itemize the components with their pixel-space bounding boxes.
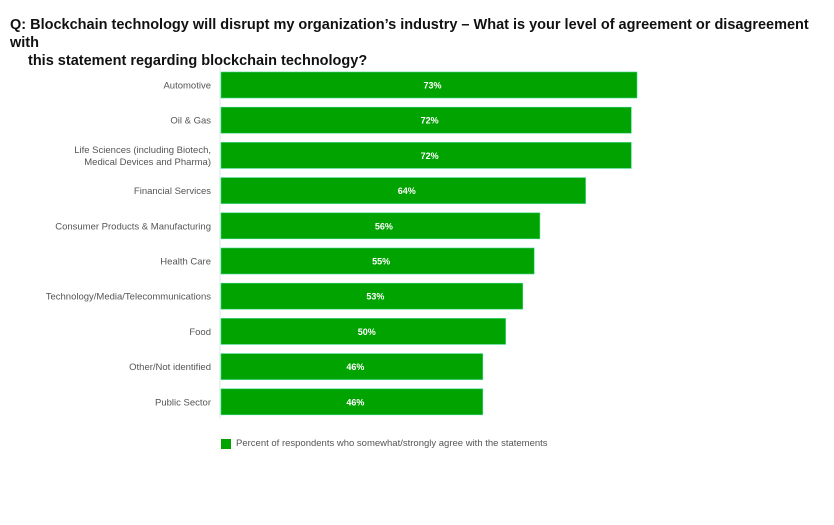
chart-title-line-1: Q: Blockchain technology will disrupt my… [10,17,809,51]
category-label: Food [189,327,211,338]
category-label: Health Care [160,257,211,268]
bar [220,353,484,380]
category-label: Technology/Media/Telecommunications [46,292,212,303]
bar [220,282,524,310]
bar [220,71,638,99]
category-label: Consumer Products & Manufacturing [55,221,211,232]
data-label: 55% [372,257,390,267]
category-label: Life Sciences (including Biotech, Medical… [74,145,211,168]
bar [220,247,535,275]
category-label: Other/Not identified [129,362,211,373]
bar [220,318,506,345]
data-label: 72% [421,151,439,161]
chart-title-line-2: this statement regarding blockchain tech… [28,53,368,69]
data-label: 53% [366,292,384,302]
data-label: 46% [346,362,364,372]
bar [220,177,586,204]
data-label: 46% [346,397,364,407]
category-label: Public Sector [155,397,211,408]
legend-label: Percent of respondents who somewhat/stro… [236,438,548,449]
category-label: Financial Services [134,186,211,197]
data-label: 50% [358,327,376,337]
category-label: Oil & Gas [170,116,211,127]
legend-swatch [221,438,231,449]
bar [220,142,632,169]
bar [220,106,632,134]
legend: Percent of respondents who somewhat/stro… [221,438,548,449]
data-label: 73% [423,81,441,91]
data-label: 56% [375,221,393,231]
bar [220,388,484,416]
data-label: 64% [398,186,416,196]
chart-title: Q: Blockchain technology will disrupt my… [10,16,830,70]
bar [220,212,541,240]
data-label: 72% [421,116,439,126]
category-label: Automotive [163,81,211,92]
